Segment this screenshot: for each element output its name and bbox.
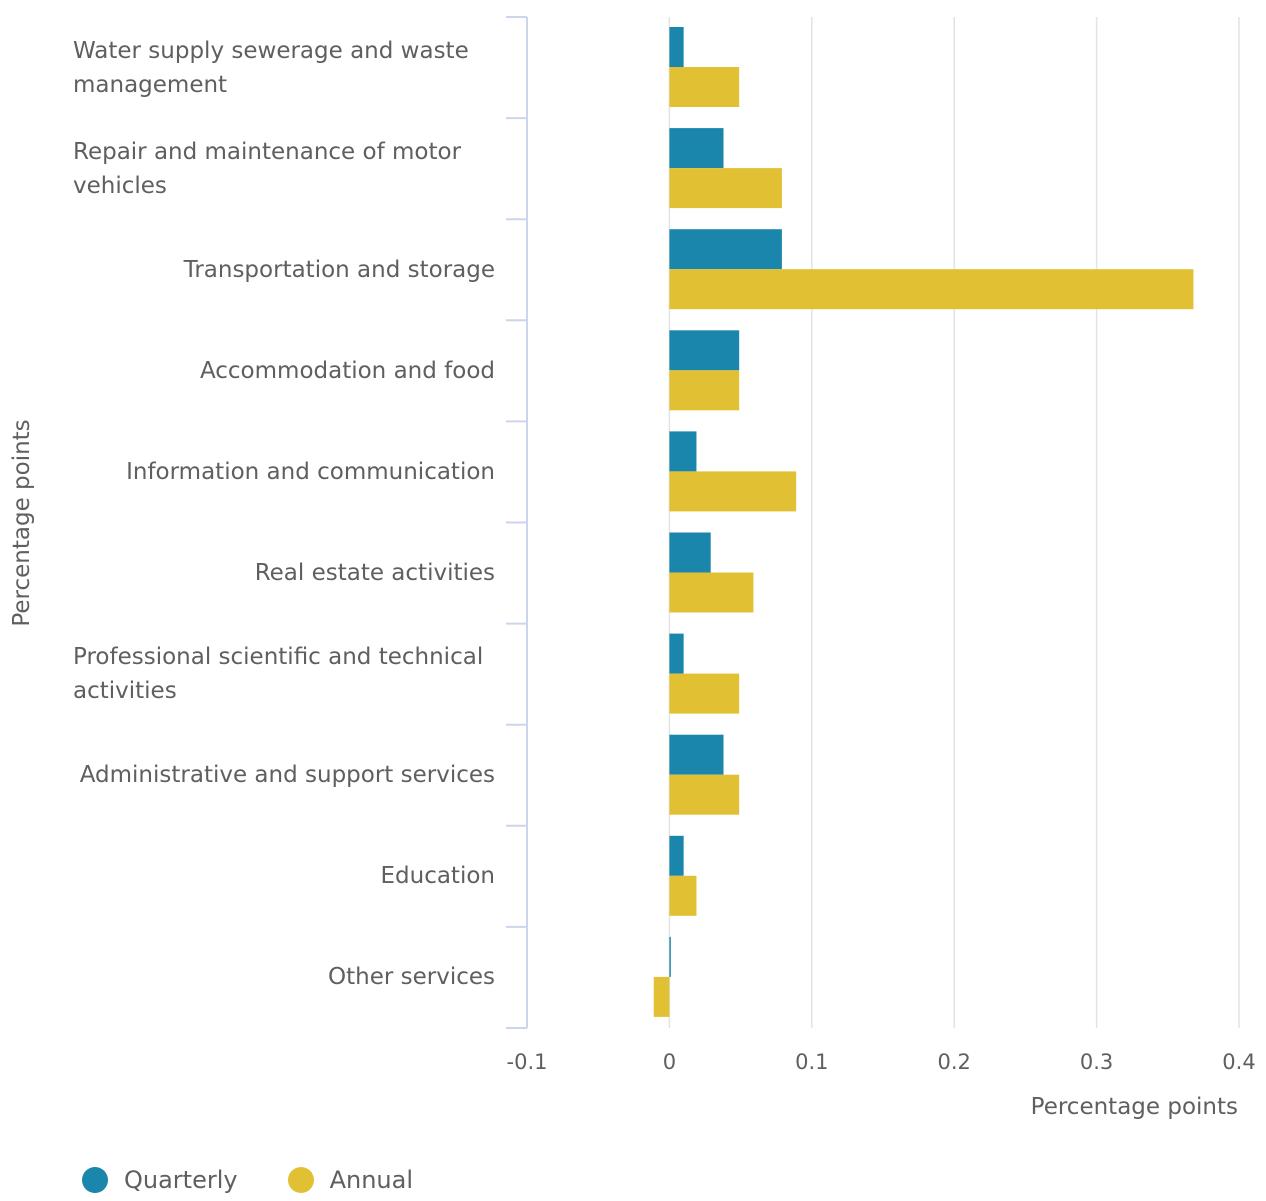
category-label: Accommodation and food (199, 357, 495, 384)
x-tick-label: 0.3 (1079, 1050, 1114, 1074)
category-label: Transportation and storage (183, 256, 495, 283)
bar-quarterly-2 (669, 229, 782, 270)
bar-quarterly-3 (669, 330, 740, 371)
x-tick-label: 0.1 (795, 1050, 829, 1074)
x-axis-title: Percentage points (1030, 1094, 1238, 1120)
bar-annual-5 (669, 572, 754, 613)
legend-marker-annual (287, 1167, 314, 1193)
x-tick-label: 0 (662, 1050, 677, 1074)
bar-quarterly-8 (669, 835, 684, 876)
bar-annual-2 (669, 269, 1194, 310)
category-label: Administrative and support services (79, 762, 495, 789)
category-label: Repair and maintenance of motor vehicles (73, 138, 462, 199)
bar-annual-8 (669, 875, 697, 916)
x-tick-label: 0.4 (1222, 1050, 1256, 1074)
bar-quarterly-5 (669, 532, 711, 573)
bar-annual-9 (653, 976, 670, 1017)
legend-marker-quarterly (82, 1167, 108, 1193)
x-tick-label: -0.1 (506, 1050, 548, 1074)
bar-quarterly-6 (669, 633, 684, 674)
legend-item-annual[interactable]: Annual (287, 1166, 414, 1194)
bar-annual-6 (669, 673, 740, 714)
bar-annual-4 (669, 471, 797, 512)
legend: Quarterly Annual (82, 1166, 445, 1194)
legend-item-quarterly[interactable]: Quarterly (82, 1166, 238, 1194)
bar-quarterly-1 (669, 128, 724, 169)
bar-quarterly-9 (669, 936, 671, 977)
category-label: Real estate activities (254, 560, 495, 587)
y-axis-title: Percentage points (9, 419, 35, 627)
category-label: Information and communication (126, 458, 495, 485)
bar-quarterly-4 (669, 431, 697, 472)
bar-quarterly-7 (669, 734, 724, 775)
legend-label-annual: Annual (329, 1166, 414, 1194)
bar-annual-7 (669, 774, 740, 815)
bar-quarterly-0 (669, 27, 684, 67)
category-label: Other services (328, 964, 495, 991)
bar-annual-3 (669, 370, 740, 411)
category-label: Education (380, 863, 495, 890)
category-label: Professional scientific and technical ac… (73, 644, 484, 705)
category-label: Water supply sewerage and waste manageme… (73, 37, 469, 98)
bar-annual-1 (669, 168, 782, 209)
x-tick-label: 0.2 (937, 1050, 971, 1074)
bar-annual-0 (669, 67, 740, 107)
legend-label-quarterly: Quarterly (124, 1166, 238, 1194)
